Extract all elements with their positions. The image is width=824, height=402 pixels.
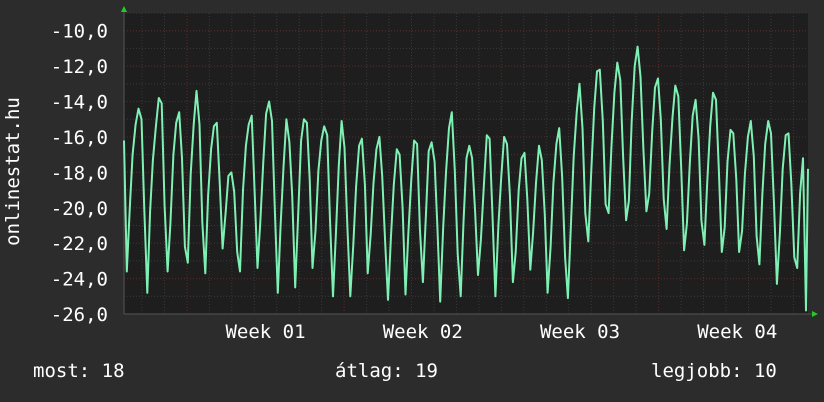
average-value-stat: átlag: 19 [335, 360, 438, 382]
stats-footer: most: 18 átlag: 19 legjobb: 10 [0, 360, 824, 390]
y-tick-label: -12,0 [51, 56, 108, 78]
y-tick-label: -22,0 [51, 233, 108, 255]
y-tick-label: -18,0 [51, 162, 108, 184]
x-tick-label: Week 03 [540, 321, 620, 343]
x-tick-label: Week 04 [697, 321, 777, 343]
y-tick-label: -20,0 [51, 198, 108, 220]
y-axis-tick-labels: -10,0 -12,0 -14,0 -16,0 -18,0 -20,0 -22,0 -24,0… [51, 21, 108, 326]
y-axis-arrow [121, 6, 127, 12]
y-tick-label: -14,0 [51, 92, 108, 114]
y-tick-label: -24,0 [51, 269, 108, 291]
current-value-stat: most: 18 [33, 360, 125, 382]
x-tick-label: Week 02 [383, 321, 463, 343]
x-tick-label: Week 01 [225, 321, 305, 343]
y-tick-label: -26,0 [51, 304, 108, 326]
y-tick-label: -10,0 [51, 21, 108, 43]
x-axis-arrow [812, 311, 818, 317]
y-axis-label: onlinestat.hu [2, 97, 24, 246]
series-group [123, 45, 809, 312]
x-axis-tick-labels: Week 01 Week 02 Week 03 Week 04 [225, 321, 777, 343]
best-value-stat: legjobb: 10 [651, 360, 777, 382]
series-line [123, 45, 809, 312]
y-tick-label: -16,0 [51, 127, 108, 149]
